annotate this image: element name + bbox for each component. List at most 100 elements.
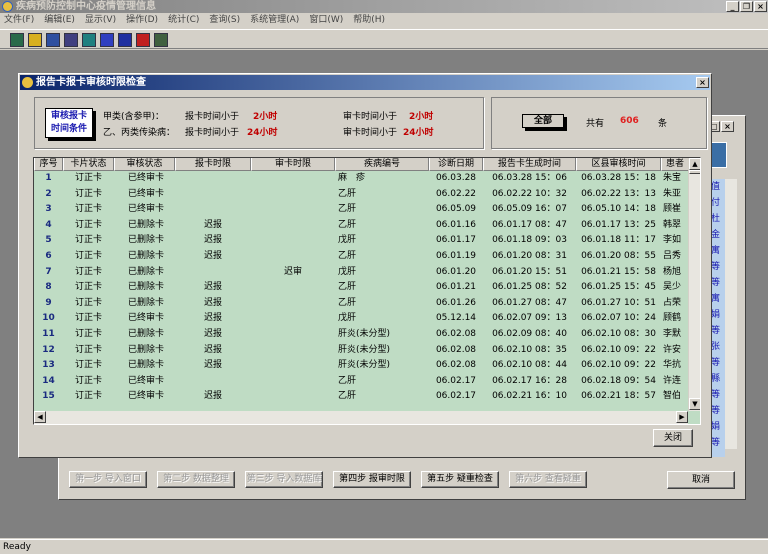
- menu-item[interactable]: 查询(S): [209, 15, 241, 25]
- cell-card-status: 订正卡: [74, 282, 102, 293]
- close-button[interactable]: 关闭: [653, 429, 693, 447]
- bg-close-button[interactable]: ×: [721, 121, 734, 132]
- vertical-scrollbar[interactable]: ▲ ▼: [688, 158, 700, 411]
- bg-cell: 娟: [711, 422, 721, 432]
- dialog-close-icon[interactable]: ×: [696, 77, 709, 88]
- table-row[interactable]: 3 订正卡 已终审卡 乙肝 06.05.09 06.05.09 16：07 06.05.10…: [34, 202, 700, 218]
- cell-patient: 李默: [663, 328, 682, 339]
- menu-item[interactable]: 文件(F): [4, 15, 35, 25]
- cell-audit-status: 已终审卡: [128, 391, 165, 402]
- class-bc-report-label: 报卡时间小于: [185, 128, 240, 138]
- class-bc-label: 乙、丙类传染病：: [103, 128, 176, 138]
- scroll-thumb[interactable]: [689, 170, 700, 174]
- scroll-left-icon[interactable]: ◀: [34, 411, 46, 423]
- column-header[interactable]: 卡片状态: [63, 158, 114, 171]
- bg-cell: 等: [711, 278, 721, 288]
- table-row[interactable]: 12 订正卡 已删除卡 迟报 肝炎(未分型) 06.02.08 06.02.10 08：35…: [34, 343, 700, 359]
- restore-button[interactable]: ❐: [740, 1, 753, 12]
- cell-audit-status: 已删除卡: [128, 282, 165, 293]
- table-row[interactable]: 7 订正卡 已删除卡 迟审 戊肝 06.01.20 06.01.20 15：51 06.01.…: [34, 265, 700, 281]
- class-a-label: 甲类(含参甲)：: [103, 112, 165, 122]
- cell-disease: 乙肝: [338, 282, 357, 293]
- exit-icon[interactable]: [154, 33, 168, 47]
- minimize-button[interactable]: _: [726, 1, 739, 12]
- cell-report-time: 06.05.09 16：07: [492, 204, 567, 215]
- menu-item[interactable]: 系统管理(A): [250, 15, 300, 25]
- export-icon[interactable]: [136, 33, 150, 47]
- list-icon[interactable]: [64, 33, 78, 47]
- scroll-up-icon[interactable]: ▲: [689, 158, 700, 170]
- column-header[interactable]: 报卡时限: [175, 158, 251, 171]
- step-button-4[interactable]: 第四步 报审时限: [333, 471, 411, 488]
- close-app-button[interactable]: ×: [754, 1, 767, 12]
- table-row[interactable]: 10 订正卡 已终审卡 迟报 戊肝 05.12.14 06.02.07 09：13 06.02…: [34, 311, 700, 327]
- audit-time-limit-dialog: 报告卡报卡审核时限检查 × 审核报卡 时间条件 甲类(含参甲)： 报卡时间小于 2…: [18, 73, 712, 458]
- menu-item[interactable]: 编辑(E): [44, 15, 75, 25]
- table-row[interactable]: 9 订正卡 已删除卡 迟报 乙肝 06.01.26 06.01.27 08：47 06.01.…: [34, 296, 700, 312]
- cell-report-limit: 迟报: [203, 328, 222, 339]
- filter-icon[interactable]: [46, 33, 60, 47]
- scroll-right-icon[interactable]: ▶: [676, 411, 688, 423]
- table-row[interactable]: 6 订正卡 已删除卡 迟报 乙肝 06.01.19 06.01.20 08：31 06.01.…: [34, 249, 700, 265]
- table-row[interactable]: 1 订正卡 已终审卡 麻 疹 06.03.28 06.03.28 15：06 06.03.2…: [34, 171, 700, 187]
- column-header[interactable]: 区县审核时间: [576, 158, 661, 171]
- criteria-badge: 审核报卡 时间条件: [45, 108, 93, 138]
- table-row[interactable]: 2 订正卡 已终审卡 乙肝 06.02.22 06.02.22 10：32 06.02.22…: [34, 187, 700, 203]
- column-header[interactable]: 疾病编号: [335, 158, 429, 171]
- menu-item[interactable]: 操作(D): [126, 15, 159, 25]
- all-button[interactable]: 全部: [522, 114, 564, 128]
- cell-audit-status: 已终审卡: [128, 375, 165, 386]
- column-header[interactable]: 患者: [661, 158, 689, 171]
- menu-item[interactable]: 统计(C): [168, 15, 200, 25]
- class-bc-audit-label: 审卡时间小于: [343, 128, 398, 138]
- cell-card-status: 订正卡: [74, 219, 102, 230]
- cell-audit-status: 已终审卡: [128, 204, 165, 215]
- cell-report-limit: [175, 265, 251, 281]
- class-a-audit-value: 2小时: [409, 112, 434, 122]
- column-header[interactable]: 序号: [34, 158, 63, 171]
- cell-diagnosis-date: 06.02.22: [435, 188, 477, 199]
- column-header[interactable]: 审核状态: [114, 158, 175, 171]
- table-row[interactable]: 5 订正卡 已删除卡 迟报 戊肝 06.01.17 06.01.18 09：03 06.01.…: [34, 233, 700, 249]
- column-header[interactable]: 审卡时限: [251, 158, 335, 171]
- cell-patient: 占荣: [663, 297, 682, 308]
- cell-report-time: 06.02.10 08：35: [492, 344, 567, 355]
- horizontal-scrollbar[interactable]: ◀ ▶: [34, 411, 688, 424]
- cell-county-audit-time: 06.01.18 11：17: [581, 235, 656, 246]
- table-row[interactable]: 11 订正卡 已删除卡 迟报 肝炎(未分型) 06.02.08 06.02.09 08：40…: [34, 327, 700, 343]
- scroll-down-icon[interactable]: ▼: [689, 398, 700, 410]
- menu-item[interactable]: 窗口(W): [309, 15, 344, 25]
- cell-index: 12: [42, 344, 55, 355]
- cell-index: 3: [45, 204, 52, 215]
- bg-cell: 等: [711, 326, 721, 336]
- menu-item[interactable]: 帮助(H): [353, 15, 386, 25]
- cell-audit-status: 已删除卡: [128, 328, 165, 339]
- table-icon[interactable]: [10, 33, 24, 47]
- table-row[interactable]: 13 订正卡 已删除卡 迟报 肝炎(未分型) 06.02.08 06.02.10 08：44…: [34, 358, 700, 374]
- column-header[interactable]: 诊断日期: [429, 158, 483, 171]
- link-icon[interactable]: [28, 33, 42, 47]
- cell-disease: 乙肝: [338, 188, 357, 199]
- cell-index: 5: [45, 235, 52, 246]
- cell-index: 15: [42, 391, 55, 402]
- cell-report-limit: 迟报: [203, 282, 222, 293]
- table-row[interactable]: 15 订正卡 已终审卡 迟报 乙肝 06.02.17 06.02.21 16：10 06.02…: [34, 389, 700, 405]
- menu-item[interactable]: 显示(V): [84, 15, 117, 25]
- bg-cell: 寓: [711, 246, 721, 256]
- chart-icon[interactable]: [100, 33, 114, 47]
- cancel-button[interactable]: 取消: [667, 471, 735, 489]
- table-row[interactable]: 8 订正卡 已删除卡 迟报 乙肝 06.01.21 06.01.25 08：52 06.01.…: [34, 280, 700, 296]
- table-row[interactable]: 14 订正卡 已终审卡 乙肝 06.02.17 06.02.17 16：28 06.02.1…: [34, 374, 700, 390]
- cell-diagnosis-date: 06.02.08: [435, 344, 477, 355]
- insert-icon[interactable]: [118, 33, 132, 47]
- import-icon[interactable]: [82, 33, 96, 47]
- step-button-5[interactable]: 第五步 疑重检查: [421, 471, 499, 488]
- bg-vertical-scrollbar[interactable]: [725, 179, 737, 449]
- cell-disease: 戊肝: [338, 266, 357, 277]
- column-header[interactable]: 报告卡生成时间: [483, 158, 576, 171]
- cell-report-time: 06.01.18 09：03: [492, 235, 567, 246]
- dialog-title: 报告卡报卡审核时限检查: [36, 77, 146, 88]
- table-row[interactable]: 4 订正卡 已删除卡 迟报 乙肝 06.01.16 06.01.17 08：47 06.01.…: [34, 218, 700, 234]
- cell-patient: 朱亚: [663, 188, 682, 199]
- cell-index: 11: [42, 328, 55, 339]
